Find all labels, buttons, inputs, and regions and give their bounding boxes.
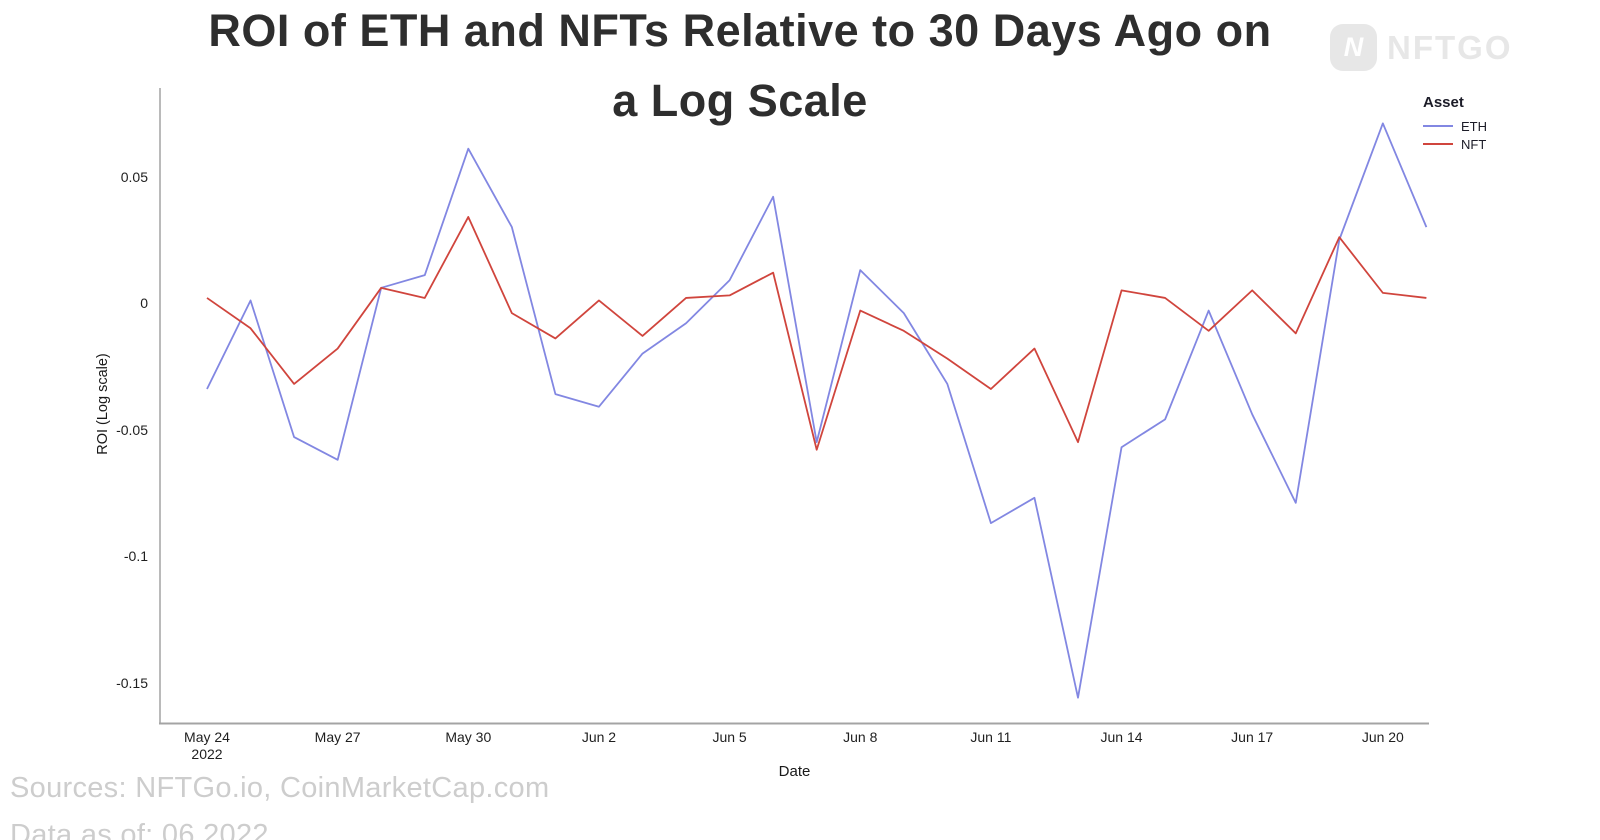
legend-row-nft: NFT bbox=[1423, 135, 1487, 153]
nftgo-logo-icon: N bbox=[1330, 24, 1377, 71]
chart-title-line2: a Log Scale bbox=[612, 75, 868, 126]
x-tick-label: Jun 20 bbox=[1361, 729, 1404, 745]
y-tick-label: 0.05 bbox=[120, 168, 148, 185]
y-tick-label: -0.1 bbox=[123, 548, 148, 564]
eth-line-swatch-icon bbox=[1423, 125, 1453, 127]
nft-line bbox=[206, 216, 1427, 451]
x-axis-title: Date bbox=[778, 763, 811, 780]
legend-title: Asset bbox=[1423, 94, 1464, 111]
x-tick-label: Jun 11 bbox=[970, 729, 1012, 745]
legend: Asset ETH NFT bbox=[1423, 94, 1487, 153]
nftgo-watermark: N NFTGO bbox=[1330, 24, 1512, 71]
y-tick-label: 0 bbox=[140, 295, 148, 311]
chart-title: ROI of ETH and NFTs Relative to 30 Days … bbox=[0, 0, 1480, 136]
sources-note: Sources: NFTGo.io, CoinMarketCap.com bbox=[10, 772, 550, 804]
legend-label-nft: NFT bbox=[1461, 136, 1487, 152]
nftgo-brand-text: NFTGO bbox=[1387, 28, 1513, 66]
data-as-of-note: Data as of: 06.2022 bbox=[10, 819, 269, 840]
nft-line-swatch-icon bbox=[1423, 143, 1453, 145]
x-tick-label: Jun 14 bbox=[1100, 729, 1143, 745]
nftgo-logo-letter: N bbox=[1343, 32, 1364, 62]
y-tick-label: -0.15 bbox=[116, 674, 148, 691]
x-tick-sublabel: 2022 bbox=[191, 746, 223, 762]
eth-line bbox=[206, 122, 1428, 699]
y-axis-title: ROI (Log scale) bbox=[95, 353, 111, 455]
legend-label-eth: ETH bbox=[1461, 118, 1487, 134]
x-tick-label: Jun 8 bbox=[843, 729, 878, 745]
x-tick-label: Jun 5 bbox=[712, 729, 747, 745]
x-tick-label: Jun 17 bbox=[1231, 729, 1274, 745]
legend-row-eth: ETH bbox=[1423, 117, 1487, 135]
x-tick-label: Jun 2 bbox=[581, 729, 617, 745]
chart-title-line1: ROI of ETH and NFTs Relative to 30 Days … bbox=[208, 5, 1272, 56]
x-tick-label: May 24 2022 bbox=[157, 729, 257, 763]
y-tick-label: -0.05 bbox=[116, 421, 148, 438]
x-tick-label: May 27 bbox=[314, 729, 361, 745]
x-tick-label: May 30 bbox=[445, 729, 492, 745]
